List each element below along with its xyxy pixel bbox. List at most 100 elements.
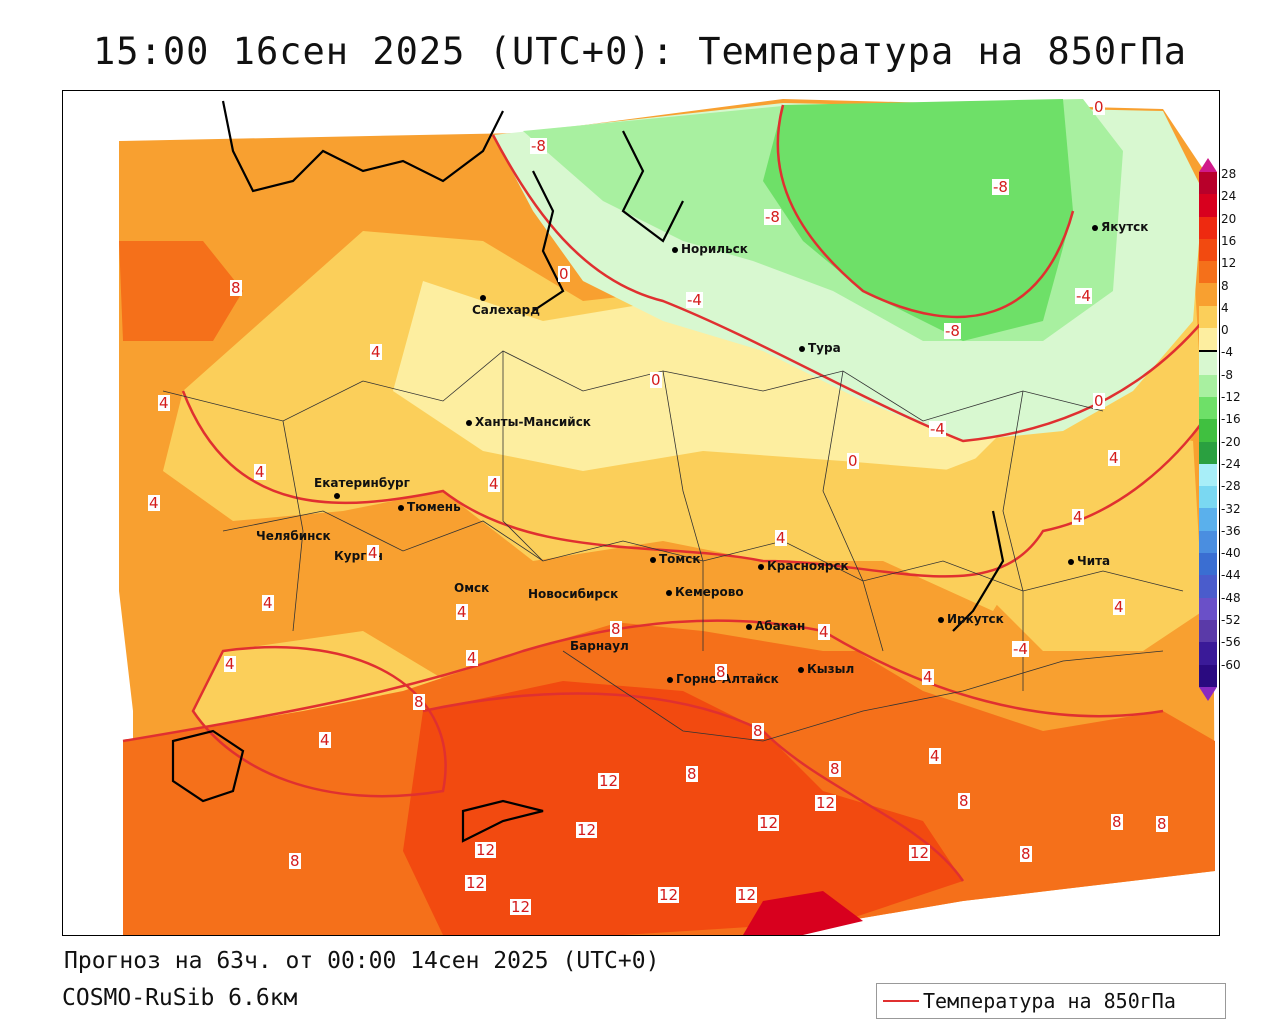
city-dot-icon [666,589,672,596]
isotherm-label: 8 [715,663,727,681]
city-dot-icon [799,345,805,352]
city-dot-icon [938,616,944,623]
isotherm-label: 0 [558,265,570,283]
isotherm-label: 4 [1072,508,1084,526]
colorbar-top-arrow [1199,158,1217,172]
isotherm-label: 12 [909,844,931,862]
colorbar-cell [1199,597,1217,620]
colorbar-tick-label: 12 [1221,256,1237,271]
city-dot-icon [798,666,804,673]
colorbar-cell [1199,328,1217,353]
isotherm-label: 4 [775,529,787,547]
colorbar-cell [1199,305,1217,329]
city-dot-icon [466,419,472,426]
isotherm-label: 12 [465,874,487,892]
isotherm-label: -4 [686,291,703,309]
isotherm-label: 8 [289,852,301,870]
colorbar-cell [1199,238,1217,262]
colorbar-cell [1199,283,1217,306]
city-kyzyl: Кызыл [798,662,854,676]
colorbar-cell [1199,553,1217,576]
city-irkutsk: Иркутск [938,612,1004,626]
city-yekaterinburg [334,488,343,502]
city-dot-icon [650,556,656,563]
field-12-plus [403,681,963,935]
isotherm-label: 4 [922,668,934,686]
city-khanty-mansiysk: Ханты-Мансийск [466,415,591,429]
city-omsk: Омск [454,581,490,595]
isotherm-label: 4 [367,544,379,562]
city-chelyabinsk: Челябинск [256,529,331,543]
colorbar-cell [1199,508,1217,531]
forecast-info: Прогноз на 63ч. от 00:00 14сен 2025 (UTC… [64,948,660,974]
legend-label: Температура на 850гПа [923,989,1176,1013]
city-dot-icon [667,676,673,683]
colorbar-tick-label: 24 [1221,189,1237,204]
isotherm-label: -8 [944,322,961,340]
city-norilsk: Норильск [672,242,748,256]
isotherm-label: 12 [510,898,532,916]
legend-line-swatch [883,1000,919,1002]
isotherm-label: 0 [650,371,662,389]
city-tomsk: Томск [650,552,701,566]
city-dot-icon [746,623,752,630]
city-chita: Чита [1068,554,1110,568]
colorbar-cell [1199,261,1217,284]
colorbar-cell [1199,194,1217,217]
isotherm-label: 4 [818,623,830,641]
isotherm-label: 12 [475,841,497,859]
isotherm-label: 12 [576,821,598,839]
isotherm-label: -4 [929,420,946,438]
isotherm-label: 4 [224,655,236,673]
colorbar-tick-label: -24 [1221,456,1241,471]
city-dot-icon [480,294,486,301]
model-info: COSMO-RuSib 6.6км [62,985,298,1011]
legend: Температура на 850гПа [876,983,1226,1019]
colorbar-cell [1199,374,1217,397]
colorbar-cell [1199,619,1217,643]
city-salekhard-label: Салехард [472,303,540,317]
colorbar-tick-label: -44 [1221,568,1241,583]
city-dot-icon [672,246,678,253]
city-dot-icon [334,492,340,499]
isotherm-label: -8 [530,137,547,155]
isotherm-label: 12 [598,772,620,790]
map-title: 15:00 16сен 2025 (UTC+0): Температура на… [93,30,1187,73]
city-novosibirsk: Новосибирск [528,587,619,601]
isotherm-label: 4 [158,394,170,412]
city-yekaterinburg-label: Екатеринбург [314,476,410,490]
colorbar-cell [1199,575,1217,598]
colorbar-tick-label: -20 [1221,434,1241,449]
colorbar-tick-label: 4 [1221,300,1229,315]
colorbar-bottom-arrow [1199,686,1217,701]
colorbar-tick-label: 20 [1221,211,1237,226]
field-pale-east [943,421,1203,651]
colorbar-tick-label: -60 [1221,657,1241,672]
isotherm-label: 4 [319,731,331,749]
colorbar-tick-label: -36 [1221,523,1241,538]
isotherm-label: 12 [758,814,780,832]
isotherm-label: -4 [1075,287,1092,305]
city-tyumen: Тюмень [398,500,461,514]
isotherm-label: 0 [1093,98,1105,116]
isotherm-label: 8 [752,722,764,740]
isotherm-label: 8 [829,760,841,778]
city-kemerovo: Кемерово [666,585,744,599]
isotherm-label: 8 [1111,813,1123,831]
isotherm-label: 12 [815,794,837,812]
city-yakutsk: Якутск [1092,220,1148,234]
colorbar-cell [1199,530,1217,554]
colorbar-tick-label: -52 [1221,613,1241,627]
colorbar-cell [1199,396,1217,420]
region-borders [162,350,1184,742]
field-pale-central [393,281,1003,471]
colorbar-cell [1199,216,1217,239]
colorbar-tick-label: -32 [1221,501,1241,516]
isotherm-label: 8 [686,765,698,783]
city-tura: Тура [799,341,841,355]
temperature-colorbar [1199,158,1217,701]
city-dot-icon [398,504,404,511]
colorbar-tick-label: -16 [1221,412,1241,427]
isotherm-label: 8 [230,279,242,297]
isotherm-label: 0 [1093,392,1105,410]
